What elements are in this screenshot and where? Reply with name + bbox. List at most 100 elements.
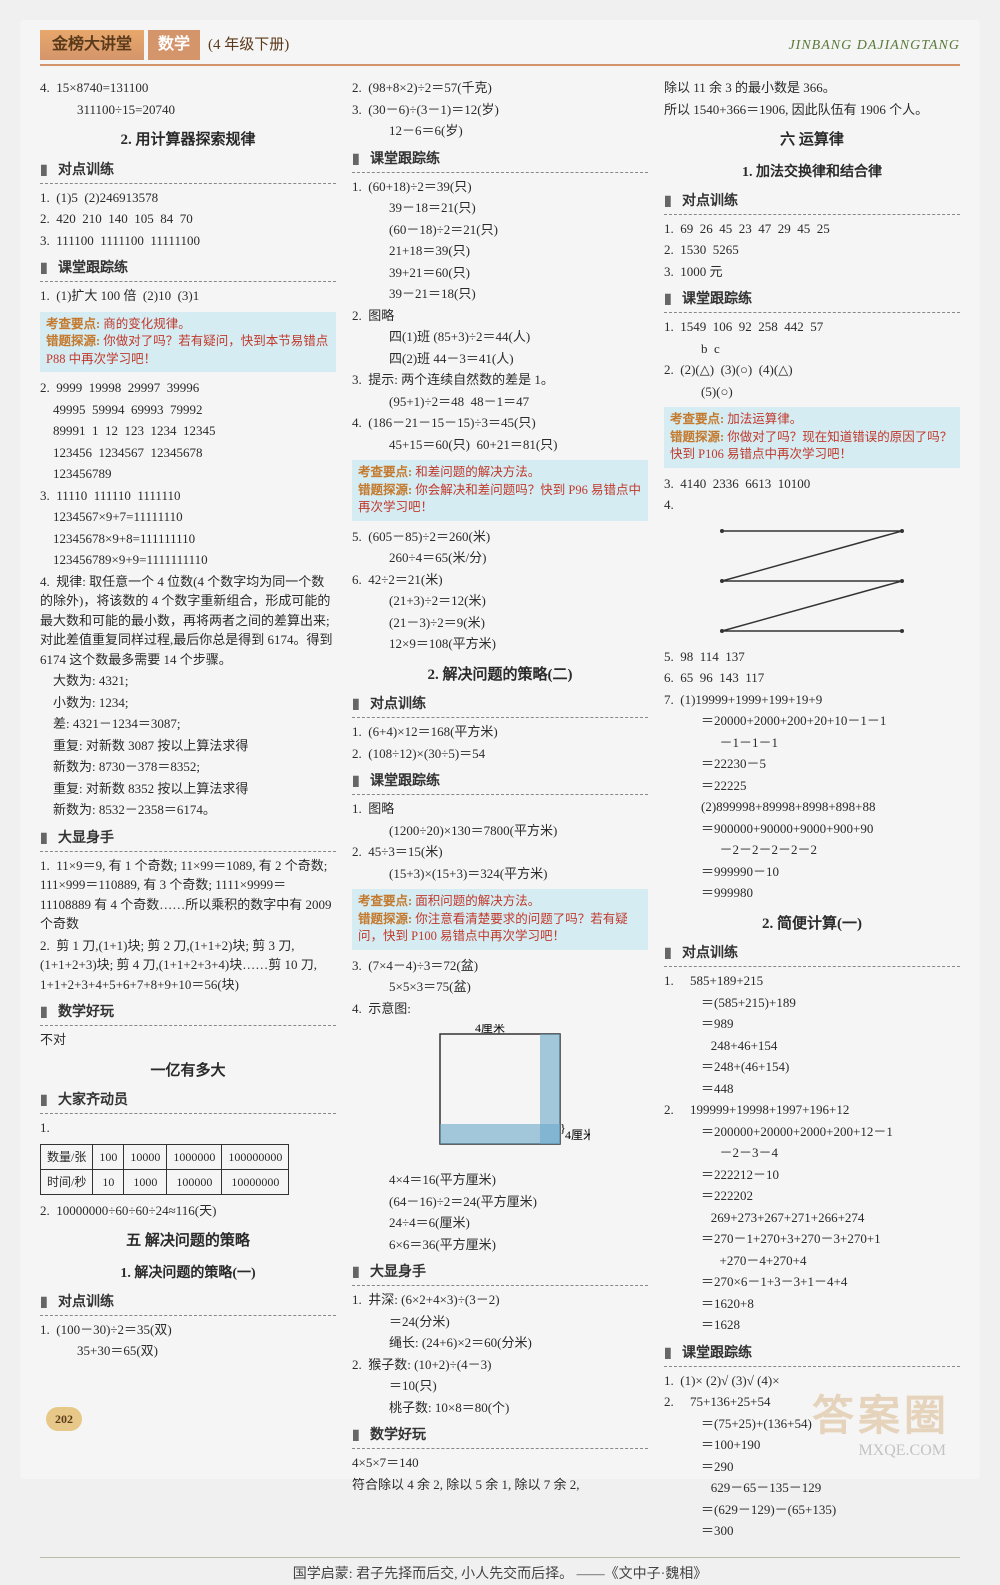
text-line: 桃子数: 10×8＝80(个)	[352, 1398, 648, 1418]
text-line: 123456789×9+9=1111111110	[40, 550, 336, 570]
text-line: ＝999980	[664, 883, 960, 903]
hint-label: 考查要点:	[46, 317, 100, 331]
section-title: 2. 解决问题的策略(二)	[352, 664, 648, 687]
text-line: 1. (60+18)÷2＝39(只)	[352, 177, 648, 197]
text-line: ＝22225	[664, 776, 960, 796]
hint-text: 加法运算律。	[727, 412, 802, 426]
text-line: ＝20000+2000+200+20+10－1－1	[664, 711, 960, 731]
text-line: (15+3)×(15+3)＝324(平方米)	[352, 864, 648, 884]
text-line: ＝270×6－1+3－3+1－4+4	[664, 1272, 960, 1292]
text-line: 1. 井深: (6×2+4×3)÷(3－2)	[352, 1290, 648, 1310]
text-line: ＝1628	[664, 1315, 960, 1335]
text-line: 45+15＝60(只) 60+21＝81(只)	[352, 435, 648, 455]
subsection: 课堂跟踪练	[352, 771, 648, 795]
section-title: 六 运算律	[664, 129, 960, 152]
text-line: 除以 11 余 3 的最小数是 366。	[664, 78, 960, 98]
text-line: ＝(585+215)+189	[664, 993, 960, 1013]
text-line: 1. 11×9＝9, 有 1 个奇数; 11×99＝1089, 有 2 个奇数;…	[40, 856, 336, 934]
text-line: 2. 剪 1 刀,(1+1)块; 剪 2 刀,(1+1+2)块; 剪 3 刀,(…	[40, 936, 336, 995]
table-cell: 100000	[167, 1169, 222, 1194]
subsection: 大显身手	[352, 1262, 648, 1286]
text-line: ＝222212－10	[664, 1165, 960, 1185]
text-line: (64－16)÷2＝24(平方厘米)	[352, 1192, 648, 1212]
hint-box: 考查要点: 和差问题的解决方法。 错题探源: 你会解决和差问题吗？快到 P96 …	[352, 460, 648, 521]
subsection: 课堂跟踪练	[40, 258, 336, 282]
section-title: 2. 简便计算(一)	[664, 913, 960, 936]
text-line: ＝222202	[664, 1186, 960, 1206]
hint-text: 面积问题的解决方法。	[415, 894, 540, 908]
subsection: 对点训练	[40, 1292, 336, 1316]
text-line: 6×6＝36(平方厘米)	[352, 1235, 648, 1255]
text-line: 4. 示意图:	[352, 999, 648, 1019]
section-title: 2. 用计算器探索规律	[40, 129, 336, 152]
text-line: 新数为: 8532－2358＝6174。	[40, 800, 336, 820]
text-line: －2－3－4	[664, 1143, 960, 1163]
text-line: 3. (7×4－4)÷3＝72(盆)	[352, 956, 648, 976]
subsection: 课堂跟踪练	[664, 1343, 960, 1367]
text-line: ＝989	[664, 1014, 960, 1034]
text-line: 6. 42÷2＝21(米)	[352, 570, 648, 590]
text-line: 2. 猴子数: (10+2)÷(4－3)	[352, 1355, 648, 1375]
text-line: 2. (2)(△) (3)(○) (4)(△)	[664, 360, 960, 380]
text-line: ＝999990－10	[664, 862, 960, 882]
text-line: 260÷4＝65(米/分)	[352, 548, 648, 568]
text-line: 21+18＝39(只)	[352, 241, 648, 261]
table-cell: 数量/张	[41, 1144, 93, 1169]
text-line: ＝448	[664, 1079, 960, 1099]
text-line: 差: 4321－1234＝3087;	[40, 714, 336, 734]
text-line: 39－18＝21(只)	[352, 198, 648, 218]
text-line: 2. 420 210 140 105 84 70	[40, 209, 336, 229]
text-line: 2. 10000000÷60÷60÷24≈116(天)	[40, 1201, 336, 1221]
diagram-svg: 4厘米 4厘米 }	[410, 1024, 590, 1164]
text-line: ＝10(只)	[352, 1376, 648, 1396]
hint-box: 考查要点: 商的变化规律。 错题探源: 你做对了吗？若有疑问，快到本节易错点 P…	[40, 312, 336, 373]
table-cell: 1000	[124, 1169, 167, 1194]
table-cell: 100000000	[222, 1144, 289, 1169]
text-line: 2. (98+8×2)÷2＝57(千克)	[352, 78, 648, 98]
text-line: 3. (30－6)÷(3－1)＝12(岁)	[352, 100, 648, 120]
text-line: (2)899998+89998+8998+898+88	[664, 797, 960, 817]
grade: (4 年级下册)	[208, 34, 289, 57]
section-title: 五 解决问题的策略	[40, 1230, 336, 1253]
text-line: (60－18)÷2＝21(只)	[352, 220, 648, 240]
text-line: (5)(○)	[664, 382, 960, 402]
text-line: 绳长: (24+6)×2＝60(分米)	[352, 1333, 648, 1353]
text-line: +270－4+270+4	[664, 1251, 960, 1271]
text-line: 1.	[40, 1118, 336, 1138]
text-line: 四(1)班 (85+3)÷2＝44(人)	[352, 327, 648, 347]
subject: 数学	[148, 30, 200, 60]
text-line: 5×5×3＝75(盆)	[352, 977, 648, 997]
text-line: (95+1)÷2＝48 48－1＝47	[352, 392, 648, 412]
subsection: 大显身手	[40, 828, 336, 852]
subsection: 课堂跟踪练	[664, 289, 960, 313]
text-line: 重复: 对新数 3087 按以上算法求得	[40, 736, 336, 756]
text-line: 1. (1)5 (2)246913578	[40, 188, 336, 208]
text-line: 4. 15×8740=131100	[40, 78, 336, 98]
hint-label: 错题探源:	[670, 430, 724, 444]
text-line: 1. (100－30)÷2＝35(双)	[40, 1320, 336, 1340]
text-line: 1. 69 26 45 23 47 29 45 25	[664, 219, 960, 239]
text-line: b c	[664, 339, 960, 359]
watermark-url: MXQE.COM	[858, 1439, 946, 1463]
text-line: 2. 9999 19998 29997 39996	[40, 378, 336, 398]
text-line: 不对	[40, 1030, 336, 1050]
text-line: 6. 65 96 143 117	[664, 668, 960, 688]
hint-box: 考查要点: 面积问题的解决方法。 错题探源: 你注意看清楚要求的问题了吗？若有疑…	[352, 889, 648, 950]
text-line: ＝1620+8	[664, 1294, 960, 1314]
text-line: (1200÷20)×130＝7800(平方米)	[352, 821, 648, 841]
diagram-label: 4厘米	[565, 1128, 590, 1142]
subsection: 对点训练	[664, 191, 960, 215]
hint-box: 考查要点: 加法运算律。 错题探源: 你做对了吗？现在知道错误的原因了吗？快到 …	[664, 407, 960, 468]
text-line: 3. 11110 111110 1111110	[40, 486, 336, 506]
hint-text: 和差问题的解决方法。	[415, 465, 540, 479]
text-line: 123456789	[40, 464, 336, 484]
hint-text: 商的变化规律。	[103, 317, 191, 331]
text-line: 符合除以 4 余 2, 除以 5 余 1, 除以 7 余 2,	[352, 1475, 648, 1495]
text-line: 2. 45÷3＝15(米)	[352, 842, 648, 862]
text-line: 39+21＝60(只)	[352, 263, 648, 283]
text-line: 269+273+267+271+266+274	[664, 1208, 960, 1228]
text-line: ＝22230－5	[664, 754, 960, 774]
table-cell: 1000000	[167, 1144, 222, 1169]
hint-label: 错题探源:	[358, 483, 412, 497]
text-line: 2. 图略	[352, 306, 648, 326]
